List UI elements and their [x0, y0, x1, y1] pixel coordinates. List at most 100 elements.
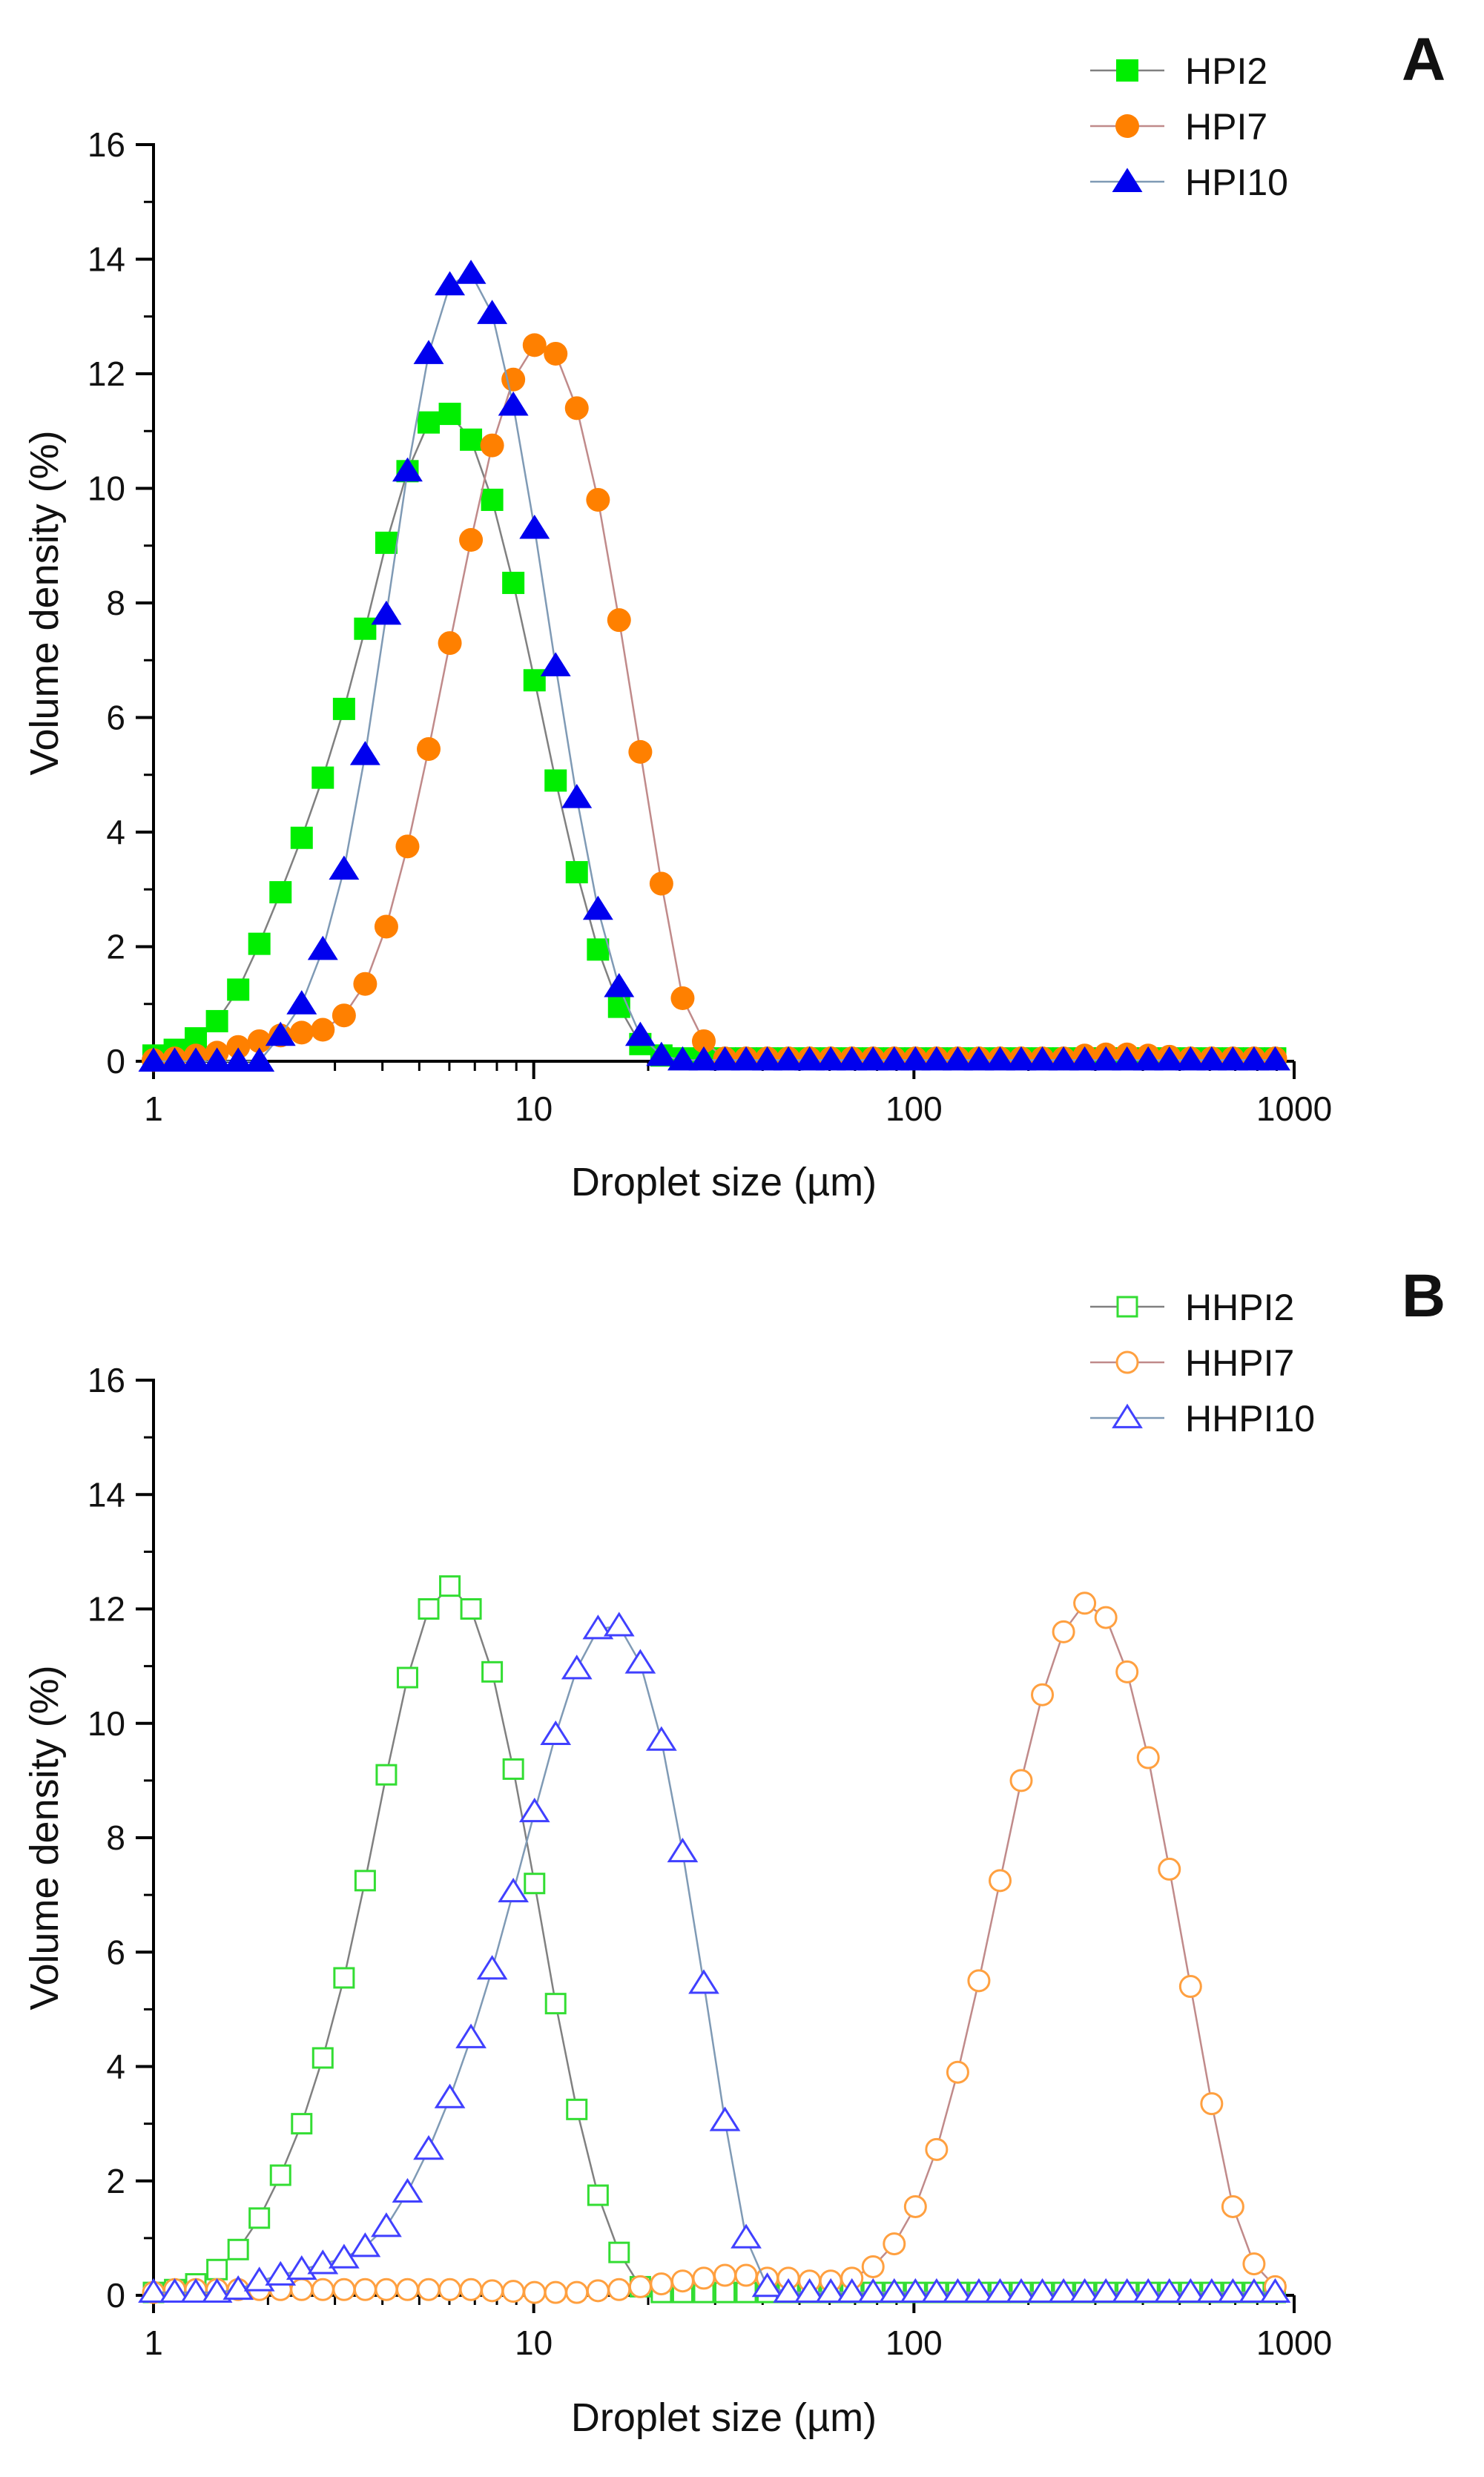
- data-point: [1006, 1046, 1037, 1071]
- data-point: [438, 2278, 462, 2301]
- data-point: [375, 531, 398, 554]
- y-tick-label: 0: [106, 2276, 125, 2315]
- data-point: [371, 2212, 402, 2237]
- data-point: [1154, 1046, 1185, 1071]
- data-point: [413, 2135, 444, 2160]
- data-point: [985, 1046, 1015, 1071]
- data-point: [1132, 2278, 1164, 2303]
- data-point: [587, 938, 610, 961]
- data-point: [667, 1046, 698, 1071]
- data-point: [501, 367, 526, 392]
- series-hhpi10: [138, 1612, 1291, 2303]
- data-point: [349, 741, 380, 765]
- y-tick-label: 12: [88, 1590, 125, 1629]
- series-line: [153, 1602, 1276, 2294]
- x-axis-title: Droplet size (µm): [571, 2395, 877, 2440]
- data-point: [439, 1575, 461, 1597]
- data-point: [967, 1969, 991, 1993]
- data-point: [333, 1967, 355, 1989]
- data-point: [544, 1993, 567, 2015]
- data-point: [477, 300, 508, 324]
- y-tick-label: 16: [88, 125, 125, 164]
- data-point: [392, 457, 423, 482]
- data-point: [291, 2113, 313, 2135]
- data-point: [1196, 2278, 1227, 2303]
- data-point: [688, 1046, 719, 1071]
- data-point: [519, 514, 550, 539]
- data-point: [857, 2278, 889, 2303]
- data-point: [311, 766, 334, 789]
- data-point: [628, 739, 653, 764]
- data-point: [566, 2098, 588, 2120]
- panel-label: A: [1402, 26, 1445, 93]
- data-point: [815, 1046, 846, 1071]
- data-point: [1153, 2278, 1185, 2303]
- y-tick-label: 0: [106, 1042, 125, 1081]
- data-point: [1175, 1046, 1206, 1071]
- data-point: [773, 2278, 804, 2303]
- data-point: [731, 2223, 762, 2249]
- data-point: [861, 2255, 885, 2278]
- data-point: [476, 1955, 508, 1980]
- data-point: [603, 1612, 635, 1637]
- data-point: [311, 2278, 334, 2301]
- data-point: [582, 895, 613, 920]
- data-point: [332, 2278, 356, 2301]
- data-point: [837, 1046, 868, 1071]
- data-point: [1158, 1857, 1181, 1881]
- data-point: [523, 669, 546, 692]
- x-tick-label: 10: [515, 1089, 553, 1128]
- data-point: [751, 2272, 783, 2298]
- data-point: [395, 834, 420, 859]
- data-point: [879, 1046, 910, 1071]
- legend-label: HHPI7: [1185, 1342, 1294, 1384]
- data-point: [942, 2278, 974, 2303]
- data-point: [202, 1047, 233, 1072]
- data-point: [1259, 2278, 1291, 2303]
- data-point: [691, 1029, 716, 1053]
- data-point: [438, 631, 462, 656]
- data-point: [688, 1969, 719, 1994]
- legend-label: HPI7: [1185, 106, 1267, 148]
- data-point: [522, 333, 547, 357]
- data-point: [836, 2278, 868, 2303]
- data-point: [903, 2194, 927, 2218]
- data-point: [900, 2278, 931, 2303]
- data-point: [502, 1758, 524, 1780]
- data-point: [226, 1035, 251, 1059]
- data-point: [332, 1003, 356, 1028]
- x-tick-label: 1: [144, 1089, 163, 1128]
- y-tick-label: 2: [106, 2162, 125, 2200]
- data-point: [731, 1046, 762, 1071]
- x-axis-title: Droplet size (µm): [571, 1160, 877, 1204]
- data-point: [1009, 1769, 1033, 1792]
- panel-a-chart: A Droplet size (µm) Volume density (%) 1…: [22, 26, 1445, 1204]
- data-point: [646, 1041, 677, 1066]
- legend-label: HHPI2: [1185, 1287, 1294, 1328]
- data-point: [878, 2278, 910, 2303]
- y-tick-label: 4: [106, 2048, 125, 2086]
- data-point: [925, 2137, 949, 2161]
- data-point: [561, 1655, 593, 1680]
- data-point: [180, 1047, 211, 1072]
- data-point: [518, 1797, 550, 1823]
- data-point: [201, 2278, 233, 2303]
- data-point: [353, 2278, 377, 2301]
- data-point: [269, 881, 292, 904]
- series-hpi10: [138, 260, 1290, 1072]
- x-tick-label: 100: [886, 1089, 943, 1128]
- data-point: [418, 411, 441, 434]
- data-point: [435, 271, 466, 296]
- data-point: [1221, 2194, 1244, 2218]
- data-point: [227, 2238, 249, 2260]
- data-point: [329, 855, 360, 880]
- x-tick-label: 1000: [1256, 2323, 1332, 2362]
- data-point: [524, 1873, 546, 1895]
- data-point: [248, 2207, 271, 2229]
- legend-entry: HHPI10: [1090, 1398, 1315, 1439]
- data-point: [307, 935, 338, 960]
- data-point: [418, 1598, 440, 1620]
- data-point: [1048, 2278, 1079, 2303]
- data-point: [289, 1020, 314, 1045]
- y-axis-title: Volume density (%): [22, 430, 67, 775]
